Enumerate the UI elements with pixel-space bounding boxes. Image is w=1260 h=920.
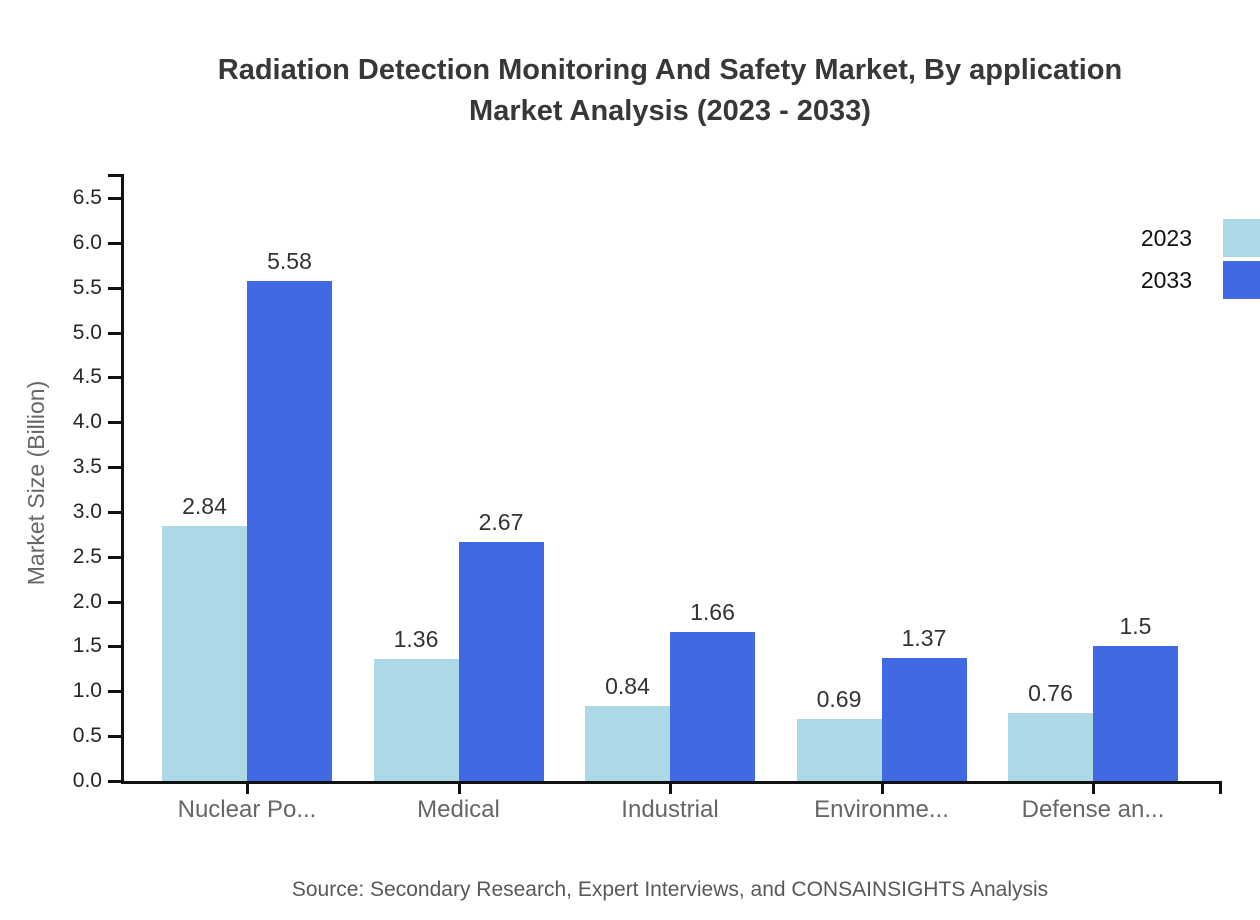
y-tick-label: 4.0: [72, 410, 102, 434]
y-tick-label: 3.0: [72, 499, 102, 523]
bar-value-label: 0.69: [816, 686, 862, 713]
bar-value-label: 1.5: [1119, 613, 1152, 640]
bar-2023-2: [373, 659, 459, 781]
y-tick: [108, 331, 121, 335]
y-tick-label: 6.5: [72, 186, 102, 209]
bar-value-label: 1.36: [393, 626, 439, 653]
x-category-label: Industrial: [621, 796, 719, 823]
x-category-label: Medical: [417, 796, 500, 823]
y-tick-label: 5.5: [72, 275, 102, 299]
y-tick-label: 0.0: [72, 769, 102, 792]
bar-value-label: 5.58: [267, 247, 312, 274]
x-category-label: Nuclear Po...: [177, 796, 317, 823]
bar-value-label: 0.84: [605, 672, 650, 699]
x-axis-end-cap: [1219, 781, 1222, 794]
bar-value-label: 1.37: [901, 625, 947, 652]
bar-2033-3: [670, 632, 755, 781]
y-tick: [108, 421, 121, 425]
y-tick: [108, 600, 121, 604]
y-axis-title: Market Size (Billion): [23, 380, 49, 586]
bar-2023-1: [162, 526, 247, 781]
y-axis-end-cap: [108, 174, 121, 177]
y-tick: [108, 690, 121, 694]
bar-2023-4: [796, 719, 882, 781]
y-tick-label: 1.5: [72, 634, 102, 658]
y-tick: [108, 241, 121, 245]
bar-value-label: 2.67: [478, 508, 524, 535]
y-tick: [108, 376, 121, 380]
bar-value-label: 0.76: [1028, 679, 1073, 706]
y-tick-label: 0.5: [72, 724, 102, 748]
bar-value-label: 2.84: [182, 493, 227, 520]
y-tick: [108, 780, 121, 783]
y-tick: [108, 735, 121, 739]
legend-label-2023: 2023: [1140, 225, 1192, 251]
x-tick: [880, 781, 884, 794]
chart-title-line-2: Market Analysis (2023 - 2033): [469, 95, 871, 127]
x-tick: [457, 781, 461, 794]
y-tick-label: 2.0: [72, 589, 102, 613]
y-tick: [108, 510, 121, 514]
y-tick: [108, 555, 121, 559]
source-note: Source: Secondary Research, Expert Inter…: [291, 878, 1049, 901]
y-tick: [108, 197, 121, 200]
bar-2033-2: [458, 541, 544, 781]
x-category-label: Defense an...: [1021, 796, 1165, 823]
bar-2023-3: [585, 705, 670, 781]
chart-title: Radiation Detection Monitoring And Safet…: [80, 50, 1260, 132]
legend-swatch-2033: [1223, 261, 1260, 299]
legend-label-2033: 2033: [1140, 267, 1192, 293]
bar-2023-5: [1008, 712, 1093, 781]
bar-2033-1: [247, 280, 332, 781]
y-tick: [108, 466, 121, 470]
y-tick-label: 6.0: [72, 230, 102, 254]
bar-value-label: 1.66: [690, 599, 735, 626]
x-tick: [246, 781, 249, 794]
x-category-label: Environme...: [814, 796, 949, 823]
bar-2033-4: [881, 658, 967, 781]
y-tick: [108, 286, 121, 290]
y-tick-label: 3.5: [72, 455, 102, 479]
y-tick-label: 2.5: [72, 544, 102, 568]
y-axis-line: [121, 174, 124, 784]
chart-title-line-1: Radiation Detection Monitoring And Safet…: [217, 54, 1123, 86]
y-tick-label: 1.0: [72, 679, 102, 703]
y-tick-label: 5.0: [72, 320, 102, 344]
y-tick-label: 4.5: [72, 365, 102, 389]
legend-swatch-2023: [1223, 219, 1260, 257]
x-tick: [1092, 781, 1095, 794]
bar-2033-5: [1093, 646, 1178, 781]
x-tick: [669, 781, 672, 794]
y-tick: [108, 645, 121, 649]
